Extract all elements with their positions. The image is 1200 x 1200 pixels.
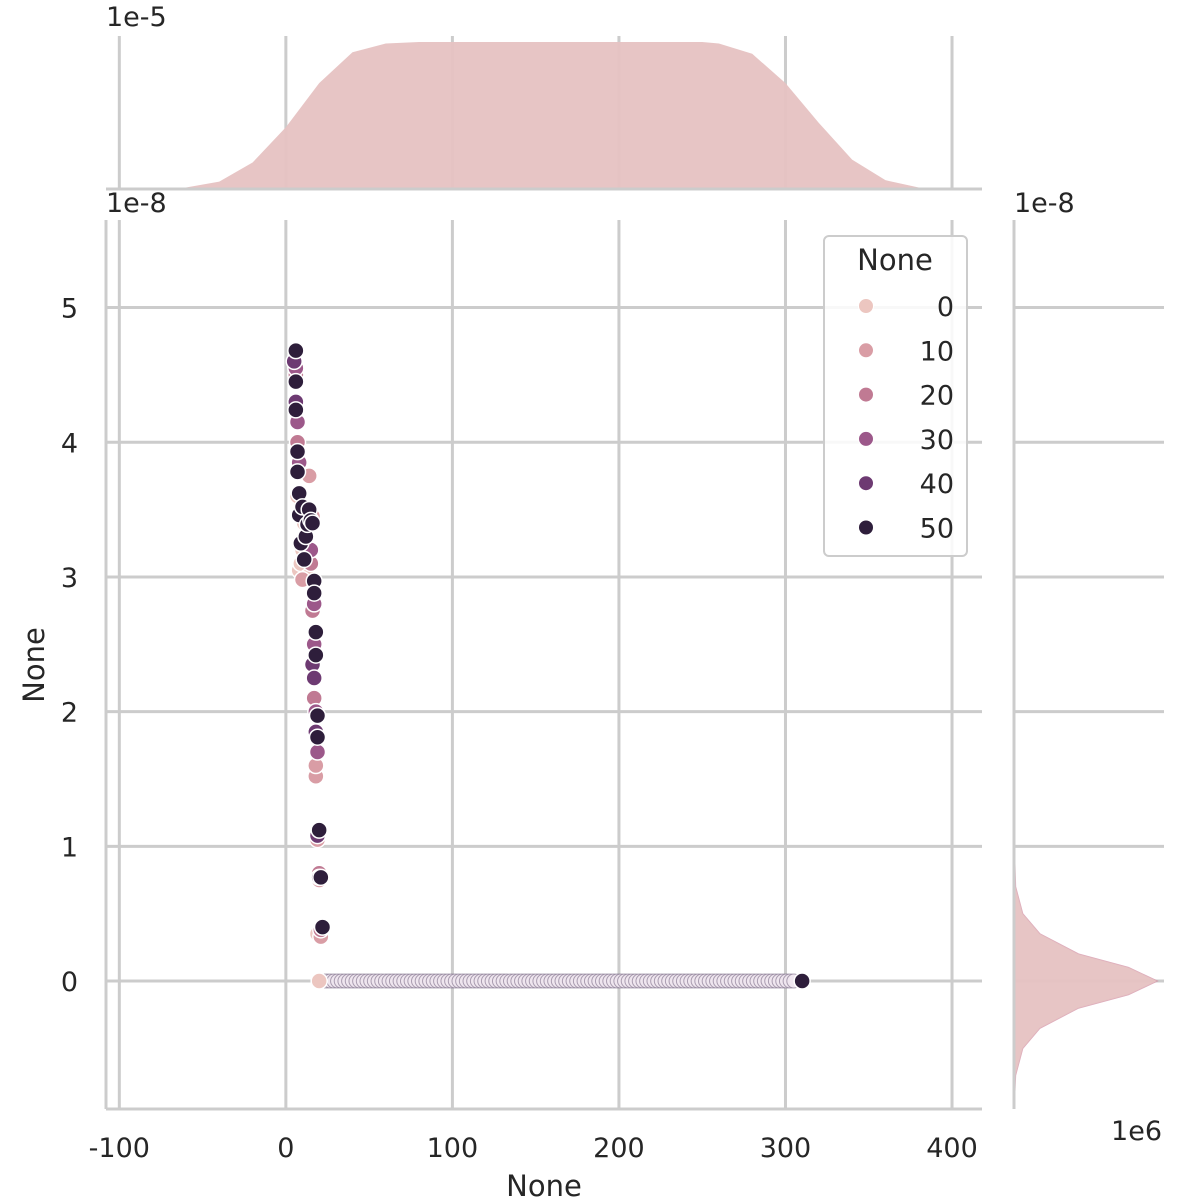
y-tick-label: 5 (61, 294, 78, 325)
legend-label-10: 10 (920, 336, 954, 367)
legend-box (823, 235, 968, 557)
scatter-point-0 (310, 972, 328, 990)
y-tick-label: 0 (61, 967, 78, 998)
scatter-point-50 (305, 584, 323, 602)
scatter-point-50 (308, 706, 327, 725)
y-axis-label: None (17, 627, 51, 703)
y-tick-label: 3 (61, 563, 78, 594)
y-tick-label: 1 (61, 832, 78, 863)
scatter-point-50 (288, 442, 307, 461)
legend-marker-50 (858, 519, 874, 536)
legend-label-30: 30 (920, 425, 954, 456)
top-offset-label: 1e-5 (106, 2, 167, 33)
scatter-point-50 (295, 550, 313, 569)
top-marginal: 1e-5 (106, 2, 982, 191)
scatter-point-30 (308, 743, 327, 761)
right-kde-area (1014, 220, 1157, 1109)
scatter-point-50 (312, 868, 330, 887)
legend-marker-20 (858, 386, 874, 403)
scatter-point-50 (307, 646, 325, 664)
y-tick-label: 2 (61, 698, 78, 729)
legend: None 0 10 20 30 40 50 (823, 235, 968, 557)
scatter-point-50 (288, 463, 307, 481)
legend-label-40: 40 (920, 469, 954, 500)
scatter-point-50 (313, 918, 332, 936)
top-kde-area (106, 42, 982, 189)
x-axis-label: None (506, 1169, 582, 1200)
right-offset-label: 1e-8 (1014, 188, 1075, 219)
x-tick-label: 0 (277, 1133, 294, 1164)
scatter-point-50 (303, 514, 322, 532)
scatter-point-50 (310, 821, 328, 839)
legend-title: None (857, 243, 933, 277)
legend-marker-30 (858, 430, 874, 447)
legend-marker-40 (858, 475, 874, 492)
legend-marker-10 (858, 342, 874, 359)
legend-label-50: 50 (920, 514, 954, 545)
right-scale-label: 1e6 (1111, 1116, 1162, 1147)
legend-marker-0 (858, 298, 874, 314)
scatter-point-50 (287, 341, 305, 360)
y-offset-label: 1e-8 (106, 188, 167, 219)
legend-label-20: 20 (920, 381, 954, 412)
scatter-point-50 (793, 972, 811, 990)
scatter-point-50 (287, 401, 305, 419)
scatter-point-50 (287, 372, 305, 391)
x-tick-label: 200 (593, 1133, 645, 1164)
y-tick-label: 4 (61, 428, 78, 459)
x-tick-label: -100 (89, 1133, 150, 1164)
right-marginal: 1e-8 1e6 (1012, 188, 1164, 1147)
x-tick-label: 100 (427, 1133, 479, 1164)
scatter-point-50 (308, 728, 327, 746)
legend-label-0: 0 (937, 292, 954, 323)
x-tick-label: 400 (926, 1133, 978, 1164)
x-tick-label: 300 (760, 1133, 812, 1164)
scatter-point-50 (307, 623, 325, 641)
scatter-point-40 (305, 669, 323, 687)
